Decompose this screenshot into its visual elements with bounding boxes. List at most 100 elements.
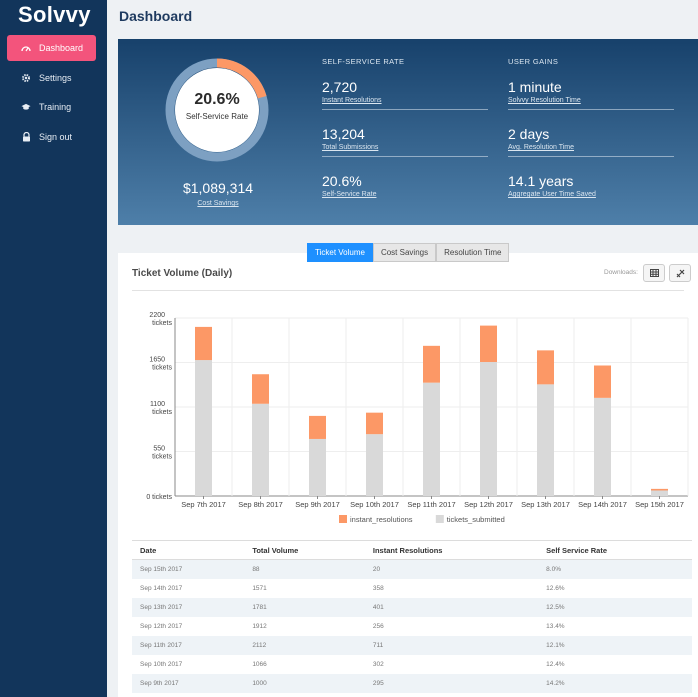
sidebar-item-training[interactable]: Training xyxy=(7,94,96,120)
y-tick-label: 2200 xyxy=(149,312,165,319)
table-cell: Sep 9th 2017 xyxy=(132,673,245,693)
table-cell: 401 xyxy=(364,597,539,617)
table-row: Sep 14th 2017 1571 358 12.6% xyxy=(132,578,692,598)
lock-icon xyxy=(21,132,31,142)
table-icon xyxy=(649,269,659,277)
bar-tickets-submitted xyxy=(252,403,269,496)
sidebar-item-label: Dashboard xyxy=(39,43,84,53)
bar-instant-resolutions xyxy=(309,415,326,439)
chart-title: Ticket Volume (Daily) xyxy=(132,268,233,279)
divider xyxy=(508,156,674,157)
column-header: Total Volume xyxy=(244,540,365,560)
tab-ticket-volume[interactable]: Ticket Volume xyxy=(307,243,373,262)
bar-instant-resolutions xyxy=(252,374,269,404)
divider xyxy=(322,156,488,157)
table-row: Sep 12th 2017 1912 256 13.4% xyxy=(132,616,692,636)
stat-value: 2,720 xyxy=(322,79,358,95)
table-cell: 711 xyxy=(364,635,539,655)
x-tick-label: Sep 7th 2017 xyxy=(181,500,226,509)
table-cell: Sep 13th 2017 xyxy=(132,597,245,617)
table-row: Sep 9th 2017 1000 295 14.2% xyxy=(132,673,692,693)
tab-cost-savings[interactable]: Cost Savings xyxy=(372,243,437,262)
bar-instant-resolutions xyxy=(480,325,497,363)
downloads-label: Downloads: xyxy=(604,269,638,276)
table-cell: 12.6% xyxy=(538,578,692,598)
stat-label-link[interactable]: Avg. Resolution Time xyxy=(508,144,575,151)
legend-label: tickets_submitted xyxy=(447,515,505,524)
donut-center xyxy=(175,68,259,152)
stats-panel: 20.6% Self-Service Rate $1,089,314 Cost … xyxy=(118,39,698,225)
y-tick-label: 550 xyxy=(153,446,165,453)
table-cell: 1066 xyxy=(244,654,365,674)
x-tick-label: Sep 10th 2017 xyxy=(350,500,399,509)
table-cell: 302 xyxy=(364,654,539,674)
table-cell: 12.4% xyxy=(538,654,692,674)
table-cell: Sep 15th 2017 xyxy=(132,559,245,579)
table-header-row: Date Total Volume Instant Resolutions Self … xyxy=(132,540,692,560)
sidebar-item-dashboard[interactable]: Dashboard xyxy=(7,35,96,61)
table-cell: Sep 12th 2017 xyxy=(132,616,245,636)
cost-savings-link[interactable]: Cost Savings xyxy=(197,200,239,207)
legend-swatch xyxy=(435,515,444,523)
bar-tickets-submitted xyxy=(423,382,440,496)
stat-label-link[interactable]: Self-Service Rate xyxy=(322,191,377,198)
stat-value: 2 days xyxy=(508,126,550,142)
table-cell: 8.0% xyxy=(538,559,692,579)
self-service-heading: SELF-SERVICE RATE xyxy=(322,57,405,66)
table-row: Sep 10th 2017 1066 302 12.4% xyxy=(132,654,692,674)
table-cell: 88 xyxy=(244,559,365,579)
bar-instant-resolutions xyxy=(195,326,212,361)
column-header: Instant Resolutions xyxy=(364,540,539,560)
table-cell: 1912 xyxy=(244,616,365,636)
x-tick-label: Sep 8th 2017 xyxy=(238,500,283,509)
tab-resolution-time[interactable]: Resolution Time xyxy=(436,243,510,262)
graduation-cap-icon xyxy=(21,102,31,112)
sidebar-item-label: Sign out xyxy=(39,132,73,142)
bar-instant-resolutions xyxy=(651,488,668,491)
bar-tickets-submitted xyxy=(651,490,668,496)
sidebar-item-settings[interactable]: Settings xyxy=(7,65,96,91)
x-tick-label: Sep 11th 2017 xyxy=(407,500,455,509)
table-cell: 12.5% xyxy=(538,597,692,617)
table-cell: 256 xyxy=(364,616,539,636)
bar-tickets-submitted xyxy=(366,434,383,496)
sidebar: Solvvy Dashboard Settings Training Sign … xyxy=(0,0,107,697)
y-tick-label: tickets xyxy=(152,365,172,372)
table-cell: 1571 xyxy=(244,578,365,598)
download-image-button[interactable] xyxy=(669,264,691,282)
x-tick-label: Sep 15th 2017 xyxy=(635,500,684,509)
table-cell: 1781 xyxy=(244,597,365,617)
page-title: Dashboard xyxy=(119,8,193,24)
legend-swatch xyxy=(339,515,347,523)
stat-label-link[interactable]: Solvvy Resolution Time xyxy=(508,97,581,104)
stat-label-link[interactable]: Instant Resolutions xyxy=(322,97,382,104)
chart-line-icon xyxy=(676,269,684,277)
gear-icon xyxy=(21,73,31,83)
gauge-icon xyxy=(21,43,31,53)
bar-tickets-submitted xyxy=(537,384,554,496)
stat-label-link[interactable]: Total Submissions xyxy=(322,144,379,151)
stat-label-link[interactable]: Aggregate User Time Saved xyxy=(508,191,596,198)
self-service-donut xyxy=(165,58,269,162)
divider xyxy=(508,109,674,110)
legend-label: instant_resolutions xyxy=(350,515,413,524)
table-cell: Sep 14th 2017 xyxy=(132,578,245,598)
table-cell: 14.2% xyxy=(538,673,692,693)
logo: Solvvy xyxy=(18,2,91,27)
sidebar-item-sign-out[interactable]: Sign out xyxy=(7,124,96,150)
bar-instant-resolutions xyxy=(366,412,383,435)
x-tick-label: Sep 9th 2017 xyxy=(295,500,340,509)
cost-savings-value: $1,089,314 xyxy=(182,180,254,196)
table-cell: 20 xyxy=(364,559,539,579)
download-table-button[interactable] xyxy=(643,264,665,282)
table-row: Sep 11th 2017 2112 711 12.1% xyxy=(132,635,692,655)
donut-label: Self-Service Rate xyxy=(185,112,249,121)
table-cell: 2112 xyxy=(244,635,365,655)
stat-value: 20.6% xyxy=(322,173,362,189)
y-tick-label: 1100 xyxy=(150,401,165,408)
stat-value: 13,204 xyxy=(322,126,365,142)
bar-instant-resolutions xyxy=(537,350,554,385)
column-header: Self Service Rate xyxy=(538,540,692,560)
column-header: Date xyxy=(132,540,245,560)
bar-tickets-submitted xyxy=(594,397,611,496)
